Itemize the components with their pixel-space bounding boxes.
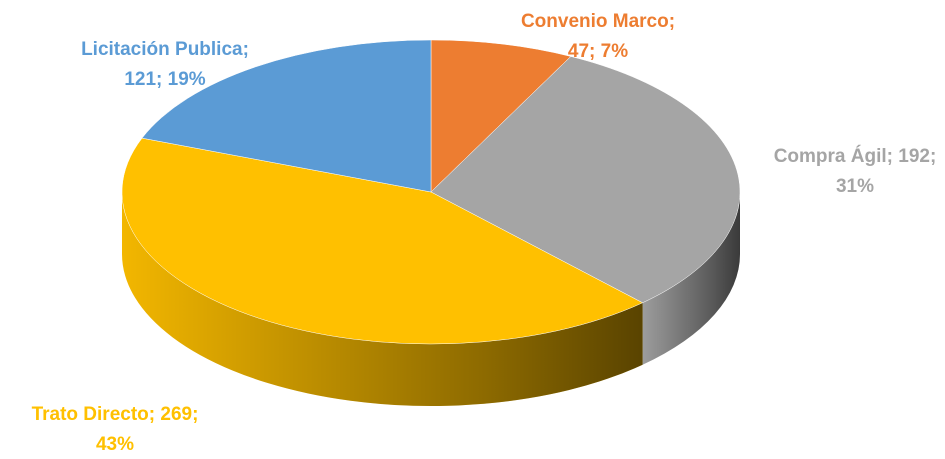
data-label: 31% — [836, 176, 874, 197]
slice — [121, 137, 644, 345]
slice — [141, 39, 432, 193]
data-label: 47; 7% — [568, 41, 628, 62]
slice-side-shade — [642, 192, 740, 365]
sides — [122, 192, 740, 407]
slice-side-shade — [122, 192, 643, 407]
slice — [430, 56, 741, 304]
data-label: Trato Directo; 269; — [32, 404, 199, 425]
data-label: Compra Ágil; 192; — [774, 145, 937, 167]
labels: Convenio Marco; 47; 7% Compra Ágil; 192; 31… — [32, 11, 937, 455]
slice — [430, 39, 572, 193]
tops — [121, 39, 741, 345]
data-label: 121; 19% — [124, 69, 205, 90]
data-label: 43% — [96, 434, 134, 455]
data-label: Licitación Publica; — [81, 39, 249, 60]
data-label: Convenio Marco; — [521, 11, 675, 32]
